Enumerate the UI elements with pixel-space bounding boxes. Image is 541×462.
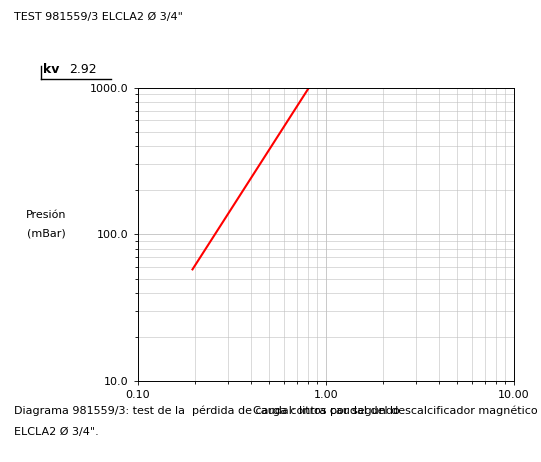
- X-axis label: Caudal: litros por segundo: Caudal: litros por segundo: [253, 406, 399, 416]
- Text: kv: kv: [43, 63, 60, 76]
- Text: (mBar): (mBar): [27, 228, 65, 238]
- Text: 2.92: 2.92: [69, 63, 97, 76]
- Text: Presión: Presión: [26, 210, 66, 220]
- Text: TEST 981559/3 ELCLA2 Ø 3/4": TEST 981559/3 ELCLA2 Ø 3/4": [14, 12, 182, 22]
- Text: Diagrama 981559/3: test de la  pérdida de carga contra caudal del descalcificado: Diagrama 981559/3: test de la pérdida de…: [14, 405, 537, 416]
- Text: ELCLA2 Ø 3/4".: ELCLA2 Ø 3/4".: [14, 426, 98, 437]
